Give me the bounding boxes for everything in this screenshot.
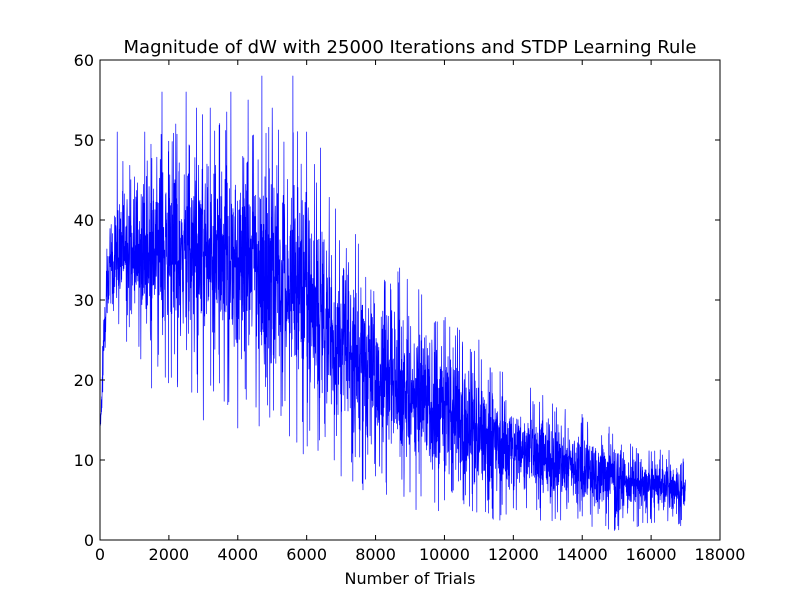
x-tick-label: 16000 <box>626 545 677 564</box>
y-tick-label: 0 <box>84 531 94 550</box>
series-line <box>100 75 686 531</box>
y-tick-label: 30 <box>74 291 94 310</box>
x-axis: 0 2000 4000 6000 8000 10000 12000 14000 16000 180… <box>95 60 746 564</box>
x-tick-label: 18000 <box>695 545 746 564</box>
x-tick-label: 2000 <box>149 545 190 564</box>
y-tick-label: 40 <box>74 211 94 230</box>
x-tick-label: 8000 <box>355 545 396 564</box>
y-tick-label: 20 <box>74 371 94 390</box>
y-tick-label: 60 <box>74 51 94 70</box>
chart-title: Magnitude of dW with 25000 Iterations an… <box>124 37 697 58</box>
x-axis-title: Number of Trials <box>345 569 476 588</box>
x-tick-label: 4000 <box>217 545 258 564</box>
x-tick-label: 10000 <box>419 545 470 564</box>
x-tick-label: 6000 <box>286 545 327 564</box>
y-axis: 0 10 20 30 40 50 60 <box>74 51 720 550</box>
x-tick-label: 12000 <box>488 545 539 564</box>
y-tick-label: 50 <box>74 131 94 150</box>
y-tick-label: 10 <box>74 451 94 470</box>
x-tick-label: 0 <box>95 545 105 564</box>
x-tick-label: 14000 <box>557 545 608 564</box>
